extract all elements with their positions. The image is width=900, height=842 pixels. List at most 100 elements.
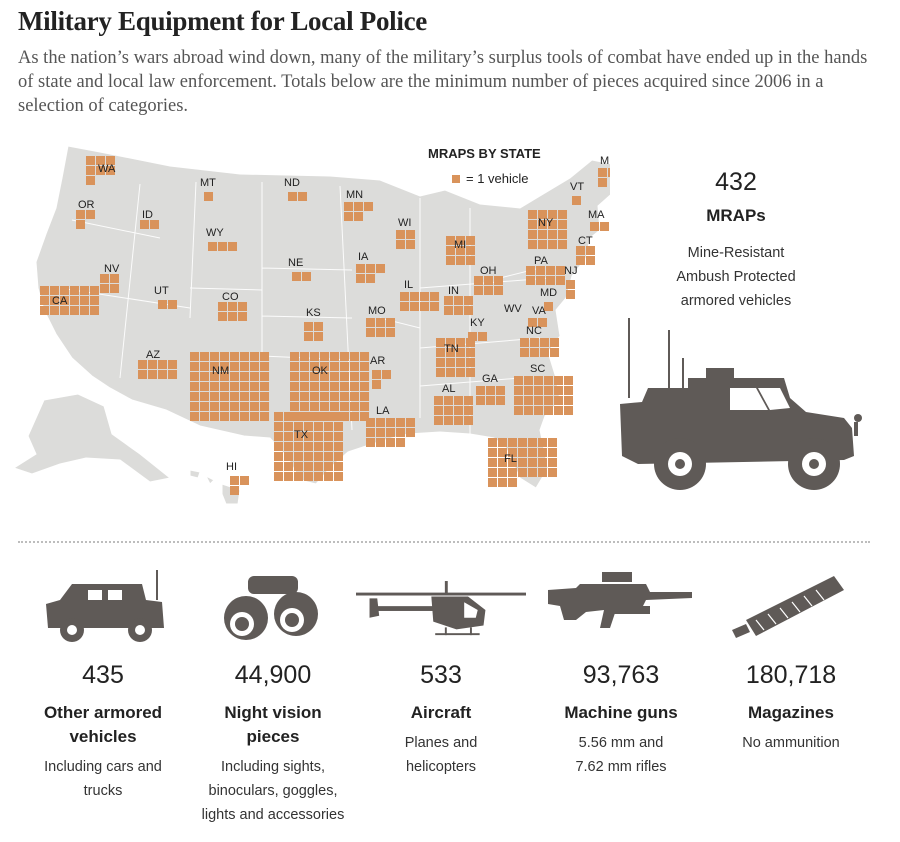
mrap-square	[528, 210, 537, 219]
mrap-square	[290, 402, 299, 411]
mrap-square	[456, 236, 465, 245]
mrap-square	[210, 372, 219, 381]
mrap-square	[294, 422, 303, 431]
magazine-icon	[732, 576, 844, 638]
mrap-square	[524, 396, 533, 405]
mrap-square	[538, 438, 547, 447]
state-label: MA	[588, 209, 605, 221]
label-line: Magazines	[748, 703, 834, 722]
mrap-square	[524, 386, 533, 395]
state-label: NM	[212, 365, 229, 377]
mrap-square	[528, 230, 537, 239]
mrap-square	[250, 392, 259, 401]
mrap-square	[446, 256, 455, 265]
mrap-square	[466, 358, 475, 367]
mrap-square	[344, 202, 353, 211]
label-line: Aircraft	[410, 703, 472, 722]
state-label: AR	[370, 355, 385, 367]
mrap-square	[190, 362, 199, 371]
mrap-square	[250, 352, 259, 361]
mrap-square	[304, 442, 313, 451]
mrap-square	[100, 284, 109, 293]
category-description: 5.56 mm and 7.62 mm rifles	[536, 731, 706, 779]
mrap-square	[528, 468, 537, 477]
mrap-square	[386, 328, 395, 337]
legend-unit-text: = 1 vehicle	[466, 171, 529, 186]
mrap-square	[436, 368, 445, 377]
state-label: SC	[530, 363, 545, 375]
state-label: ID	[142, 209, 153, 221]
mrap-square	[158, 360, 167, 369]
mrap-square	[90, 296, 99, 305]
mrap-square	[376, 264, 385, 273]
mrap-square	[284, 472, 293, 481]
state-mt: MT	[200, 177, 216, 201]
state-wy: WY	[206, 227, 237, 251]
label-line: vehicles	[69, 727, 137, 746]
state-label: UT	[154, 285, 169, 297]
state-nm: NM	[190, 352, 269, 421]
mrap-square	[106, 166, 115, 175]
mrap-square	[294, 412, 303, 421]
mrap-square	[290, 362, 299, 371]
mrap-square	[554, 376, 563, 385]
state-label: VA	[532, 305, 547, 317]
mrap-square	[310, 402, 319, 411]
label-line: pieces	[246, 727, 300, 746]
mrap-square	[310, 392, 319, 401]
mrap-square	[220, 392, 229, 401]
mrap-square	[536, 266, 545, 275]
state-label: ND	[284, 177, 300, 189]
mrap-square	[294, 452, 303, 461]
mrap-square	[50, 306, 59, 315]
mrap-square	[498, 468, 507, 477]
mrap-square	[456, 368, 465, 377]
mrap-square	[564, 396, 573, 405]
state-label: AZ	[146, 349, 160, 361]
mrap-square	[354, 212, 363, 221]
mrap-square	[528, 318, 537, 327]
mrap-square	[360, 352, 369, 361]
mrap-square	[314, 452, 323, 461]
mrap-square	[106, 156, 115, 165]
mrap-square	[538, 458, 547, 467]
mrap-square	[382, 370, 391, 379]
mrap-square	[300, 382, 309, 391]
mrap-square	[200, 352, 209, 361]
mrap-square	[464, 416, 473, 425]
mrap-square	[60, 286, 69, 295]
mrap-square	[80, 306, 89, 315]
state-ny: NY	[528, 210, 567, 249]
mrap-square	[274, 442, 283, 451]
mrap-square	[456, 338, 465, 347]
mrap-square	[366, 328, 375, 337]
category-number: 533	[420, 661, 462, 689]
mrap-square	[554, 386, 563, 395]
mrap-square	[548, 220, 557, 229]
state-label: LA	[376, 405, 390, 417]
mrap-square	[320, 392, 329, 401]
mrap-square	[454, 306, 463, 315]
mrap-square	[366, 318, 375, 327]
mrap-square	[454, 396, 463, 405]
category-number: 93,763	[582, 661, 660, 689]
mrap-square	[572, 196, 581, 205]
mrap-square	[386, 428, 395, 437]
mrap-square	[446, 358, 455, 367]
mrap-square	[528, 220, 537, 229]
mrap-square	[360, 372, 369, 381]
state-label: WI	[398, 217, 411, 229]
mrap-square	[260, 402, 269, 411]
humvee-icon	[46, 570, 164, 642]
label-line: Other armored	[43, 703, 163, 722]
mrap-square	[76, 210, 85, 219]
state-nj: NJ	[564, 265, 577, 299]
mrap-square	[274, 462, 283, 471]
mrap-square	[340, 412, 349, 421]
mrap-square	[544, 386, 553, 395]
mrap-square	[304, 472, 313, 481]
state-mo: MO	[366, 305, 395, 337]
state-md: MD	[540, 287, 557, 311]
mrap-square	[60, 306, 69, 315]
mrap-square	[140, 220, 149, 229]
